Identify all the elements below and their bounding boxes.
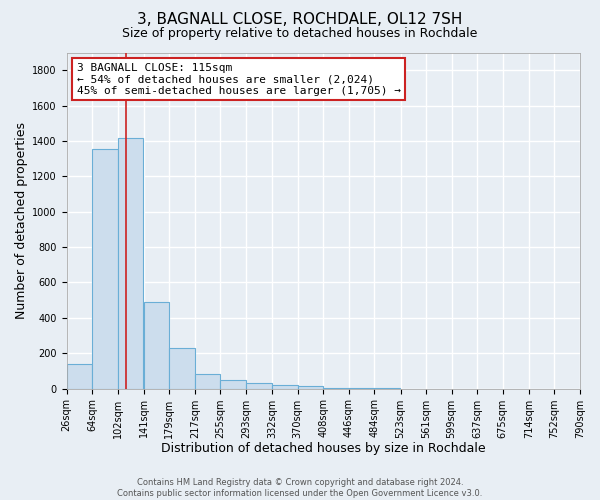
Text: Size of property relative to detached houses in Rochdale: Size of property relative to detached ho… (122, 28, 478, 40)
Bar (67, 364, 92, 388)
Bar (246, 384, 272, 388)
Text: 3, BAGNALL CLOSE, ROCHDALE, OL12 7SH: 3, BAGNALL CLOSE, ROCHDALE, OL12 7SH (137, 12, 463, 28)
Bar (169, 348, 195, 389)
Bar (220, 380, 246, 388)
Bar (144, 302, 169, 388)
Bar (92, 149, 118, 388)
Text: 3 BAGNALL CLOSE: 115sqm
← 54% of detached houses are smaller (2,024)
45% of semi: 3 BAGNALL CLOSE: 115sqm ← 54% of detache… (77, 62, 401, 96)
Text: Contains HM Land Registry data © Crown copyright and database right 2024.
Contai: Contains HM Land Registry data © Crown c… (118, 478, 482, 498)
Bar (298, 386, 323, 388)
X-axis label: Distribution of detached houses by size in Rochdale: Distribution of detached houses by size … (161, 442, 485, 455)
Y-axis label: Number of detached properties: Number of detached properties (15, 122, 28, 319)
Bar (272, 385, 298, 388)
Bar (195, 374, 220, 388)
Bar (118, 138, 143, 388)
